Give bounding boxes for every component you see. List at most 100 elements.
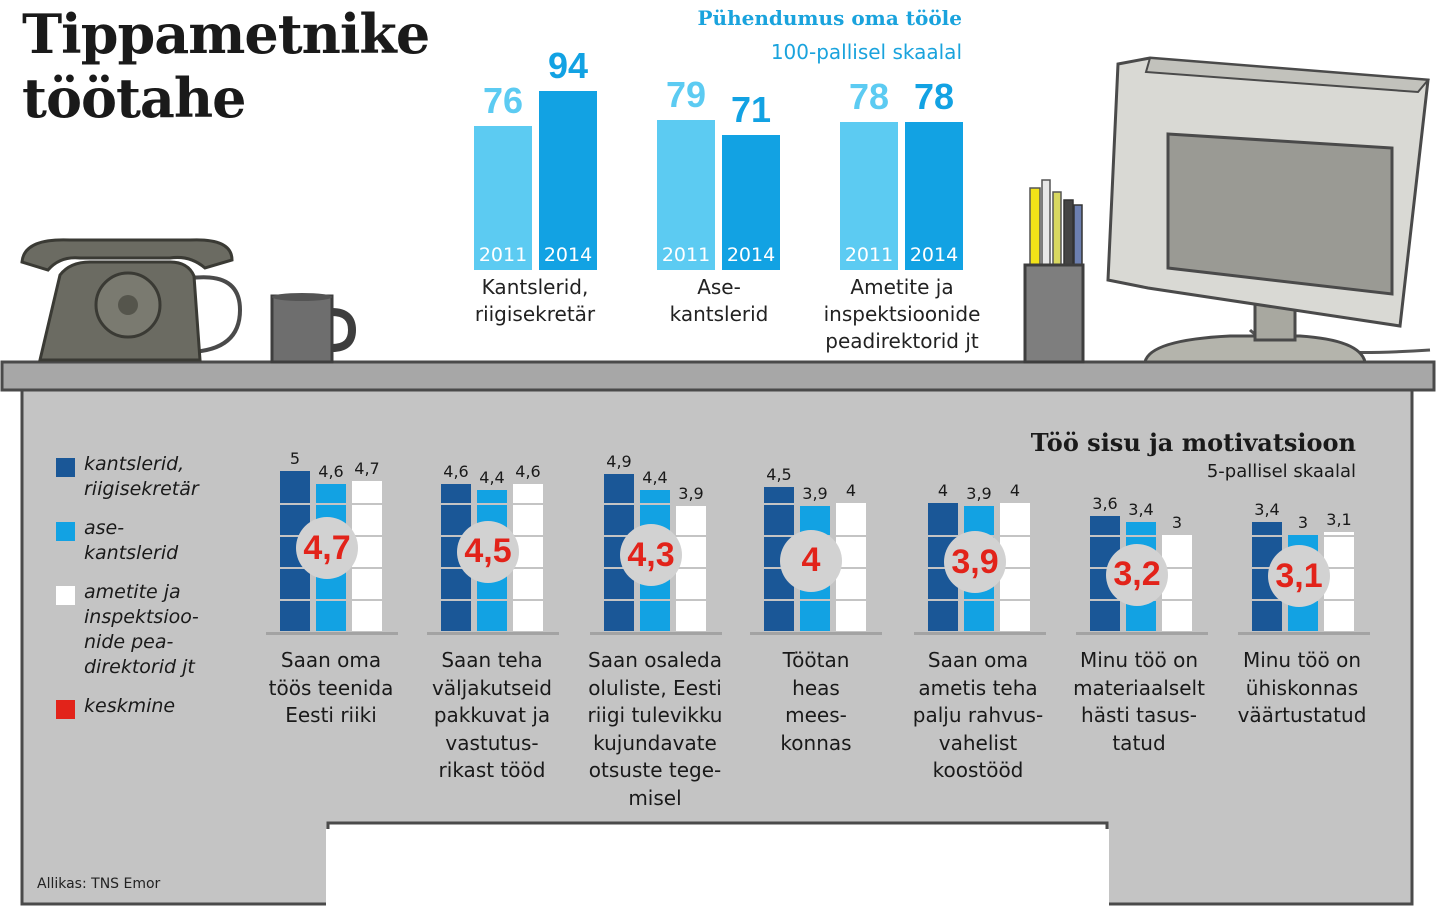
bar-segment-line — [316, 599, 346, 601]
bar-segment-line — [477, 503, 507, 505]
bottom-category-label: Saan osaleda oluliste, Eesti riigi tulev… — [587, 648, 723, 810]
legend-item-keskmine: keskmine — [56, 694, 246, 719]
bar-2014 — [539, 91, 597, 270]
bar-segment-line — [604, 503, 634, 505]
bar-value-label: 3 — [1297, 513, 1309, 532]
bar-value-label: 3,9 — [802, 484, 828, 504]
legend-swatch-blue — [56, 522, 75, 541]
bar-segment-line — [441, 599, 471, 601]
bottom-category-label: Saan oma ametis teha palju rahvus- vahel… — [912, 648, 1044, 782]
bar-segment-line — [1252, 599, 1282, 601]
bar-year-label: 2011 — [844, 244, 894, 266]
bar-value-label: 78 — [848, 75, 890, 117]
pen-holder-icon — [1023, 179, 1085, 364]
bar-value-label: 5 — [289, 449, 301, 468]
bar-segment-line — [316, 503, 346, 505]
bar-value-label: 3,9 — [966, 484, 992, 504]
bar-segment-line — [1324, 535, 1354, 537]
bar-segment-line — [441, 503, 471, 505]
bottom-chart-subtitle: 5-pallisel skaalal — [1206, 461, 1356, 482]
bar-segment-line — [352, 567, 382, 569]
bar-2014 — [722, 135, 780, 270]
bar-segment-line — [1090, 535, 1120, 537]
bar-baseline — [914, 632, 1046, 635]
bar-2011 — [474, 125, 532, 270]
bar-segment-line — [1252, 535, 1282, 537]
bar-segment-line — [441, 535, 471, 537]
bar-baseline — [427, 632, 559, 635]
top-chart-title: Pühendumus oma tööle — [697, 6, 962, 30]
bar-segment-line — [1000, 599, 1030, 601]
bar-segment-line — [1162, 599, 1192, 601]
bar-value-label: 4,6 — [515, 461, 541, 481]
bar-segment-line — [764, 567, 794, 569]
bar-value-label: 76 — [482, 79, 524, 121]
title-line-2: töötahe — [22, 66, 247, 130]
bar-segment-line — [764, 535, 794, 537]
legend-label: ase- kantslerid — [84, 517, 179, 564]
bar-value-label: 4,4 — [479, 468, 505, 488]
bar-segment-line — [604, 599, 634, 601]
bar-segment-line — [352, 535, 382, 537]
bar-segment-line — [477, 599, 507, 601]
bar-value-label: 4,6 — [318, 461, 344, 481]
bar-segment-line — [1000, 567, 1030, 569]
bar-segment-line — [836, 535, 866, 537]
bar-segment-line — [928, 599, 958, 601]
average-circle: 4,7 — [296, 517, 358, 580]
bar-baseline — [266, 632, 398, 635]
bar-segment-line — [640, 599, 670, 601]
bar-baseline — [590, 632, 722, 635]
bar-segment-line — [441, 567, 471, 569]
bar-segment-line — [604, 567, 634, 569]
bar-segment-line — [280, 535, 310, 537]
bar-segment-line — [836, 599, 866, 601]
bar-year-label: 2014 — [726, 244, 776, 266]
legend-item-asekantslerid: ase- kantslerid — [56, 516, 246, 566]
bar-value-label: 4 — [1009, 481, 1021, 500]
bar-segment-line — [764, 503, 794, 505]
telephone-icon — [20, 238, 243, 362]
average-circle: 3,9 — [944, 531, 1006, 594]
bottom-category-label: Minu töö on ühiskonnas väärtustatud — [1237, 648, 1367, 727]
bar-segment-line — [928, 535, 958, 537]
legend: kantslerid, riigisekretär ase- kantsleri… — [56, 452, 246, 733]
bar-segment-line — [280, 567, 310, 569]
bar-segment-line — [836, 567, 866, 569]
bar-baseline — [1238, 632, 1370, 635]
page-title: Tippametnike töötahe — [22, 2, 430, 130]
bar-value-label: 4,4 — [642, 468, 668, 488]
bar-segment-line — [1324, 567, 1354, 569]
top-chart-subtitle: 100-pallisel skaalal — [770, 40, 962, 64]
top-category-label: Ametite ja inspektsioonide peadirektorid… — [823, 275, 981, 353]
bar-year-label: 2014 — [909, 244, 959, 266]
bar-segment-line — [1000, 535, 1030, 537]
average-circle: 3,1 — [1268, 545, 1330, 608]
bar-2011 — [840, 121, 898, 270]
bar-value-label: 3,4 — [1254, 500, 1280, 520]
bar-segment-line — [604, 535, 634, 537]
bar-value-label: 4 — [937, 481, 949, 500]
bottom-category-label: Minu töö on materiaalselt hästi tasus- t… — [1073, 648, 1205, 755]
bar-value-label: 3,6 — [1092, 493, 1118, 513]
legend-item-peadirektorid: ametite ja inspektsioo- nide pea- direkt… — [56, 580, 246, 680]
bar-value-label: 4,5 — [766, 465, 792, 484]
bottom-category-label: Saan teha väljakutseid pakkuvat ja vastu… — [432, 648, 552, 782]
bar-segment-line — [640, 503, 670, 505]
bar-segment-line — [352, 503, 382, 505]
bar-segment-line — [1252, 567, 1282, 569]
bar-year-label: 2011 — [661, 244, 711, 266]
legend-label: keskmine — [84, 695, 176, 717]
bar-segment-line — [1324, 599, 1354, 601]
legend-swatch-dark-blue — [56, 458, 75, 477]
bottom-category-label: Saan oma töös teenida Eesti riiki — [268, 648, 394, 727]
bar-segment-line — [1126, 535, 1156, 537]
bar-value-label: 3,4 — [1128, 500, 1154, 520]
bar-baseline — [750, 632, 882, 635]
bar-segment-line — [800, 599, 830, 601]
bar-segment-line — [676, 535, 706, 537]
legend-swatch-red — [56, 700, 75, 719]
bar-ametite ja inspektsioonide peadirektorid jt — [1162, 535, 1192, 631]
bar-segment-line — [513, 599, 543, 601]
bar-segment-line — [928, 567, 958, 569]
